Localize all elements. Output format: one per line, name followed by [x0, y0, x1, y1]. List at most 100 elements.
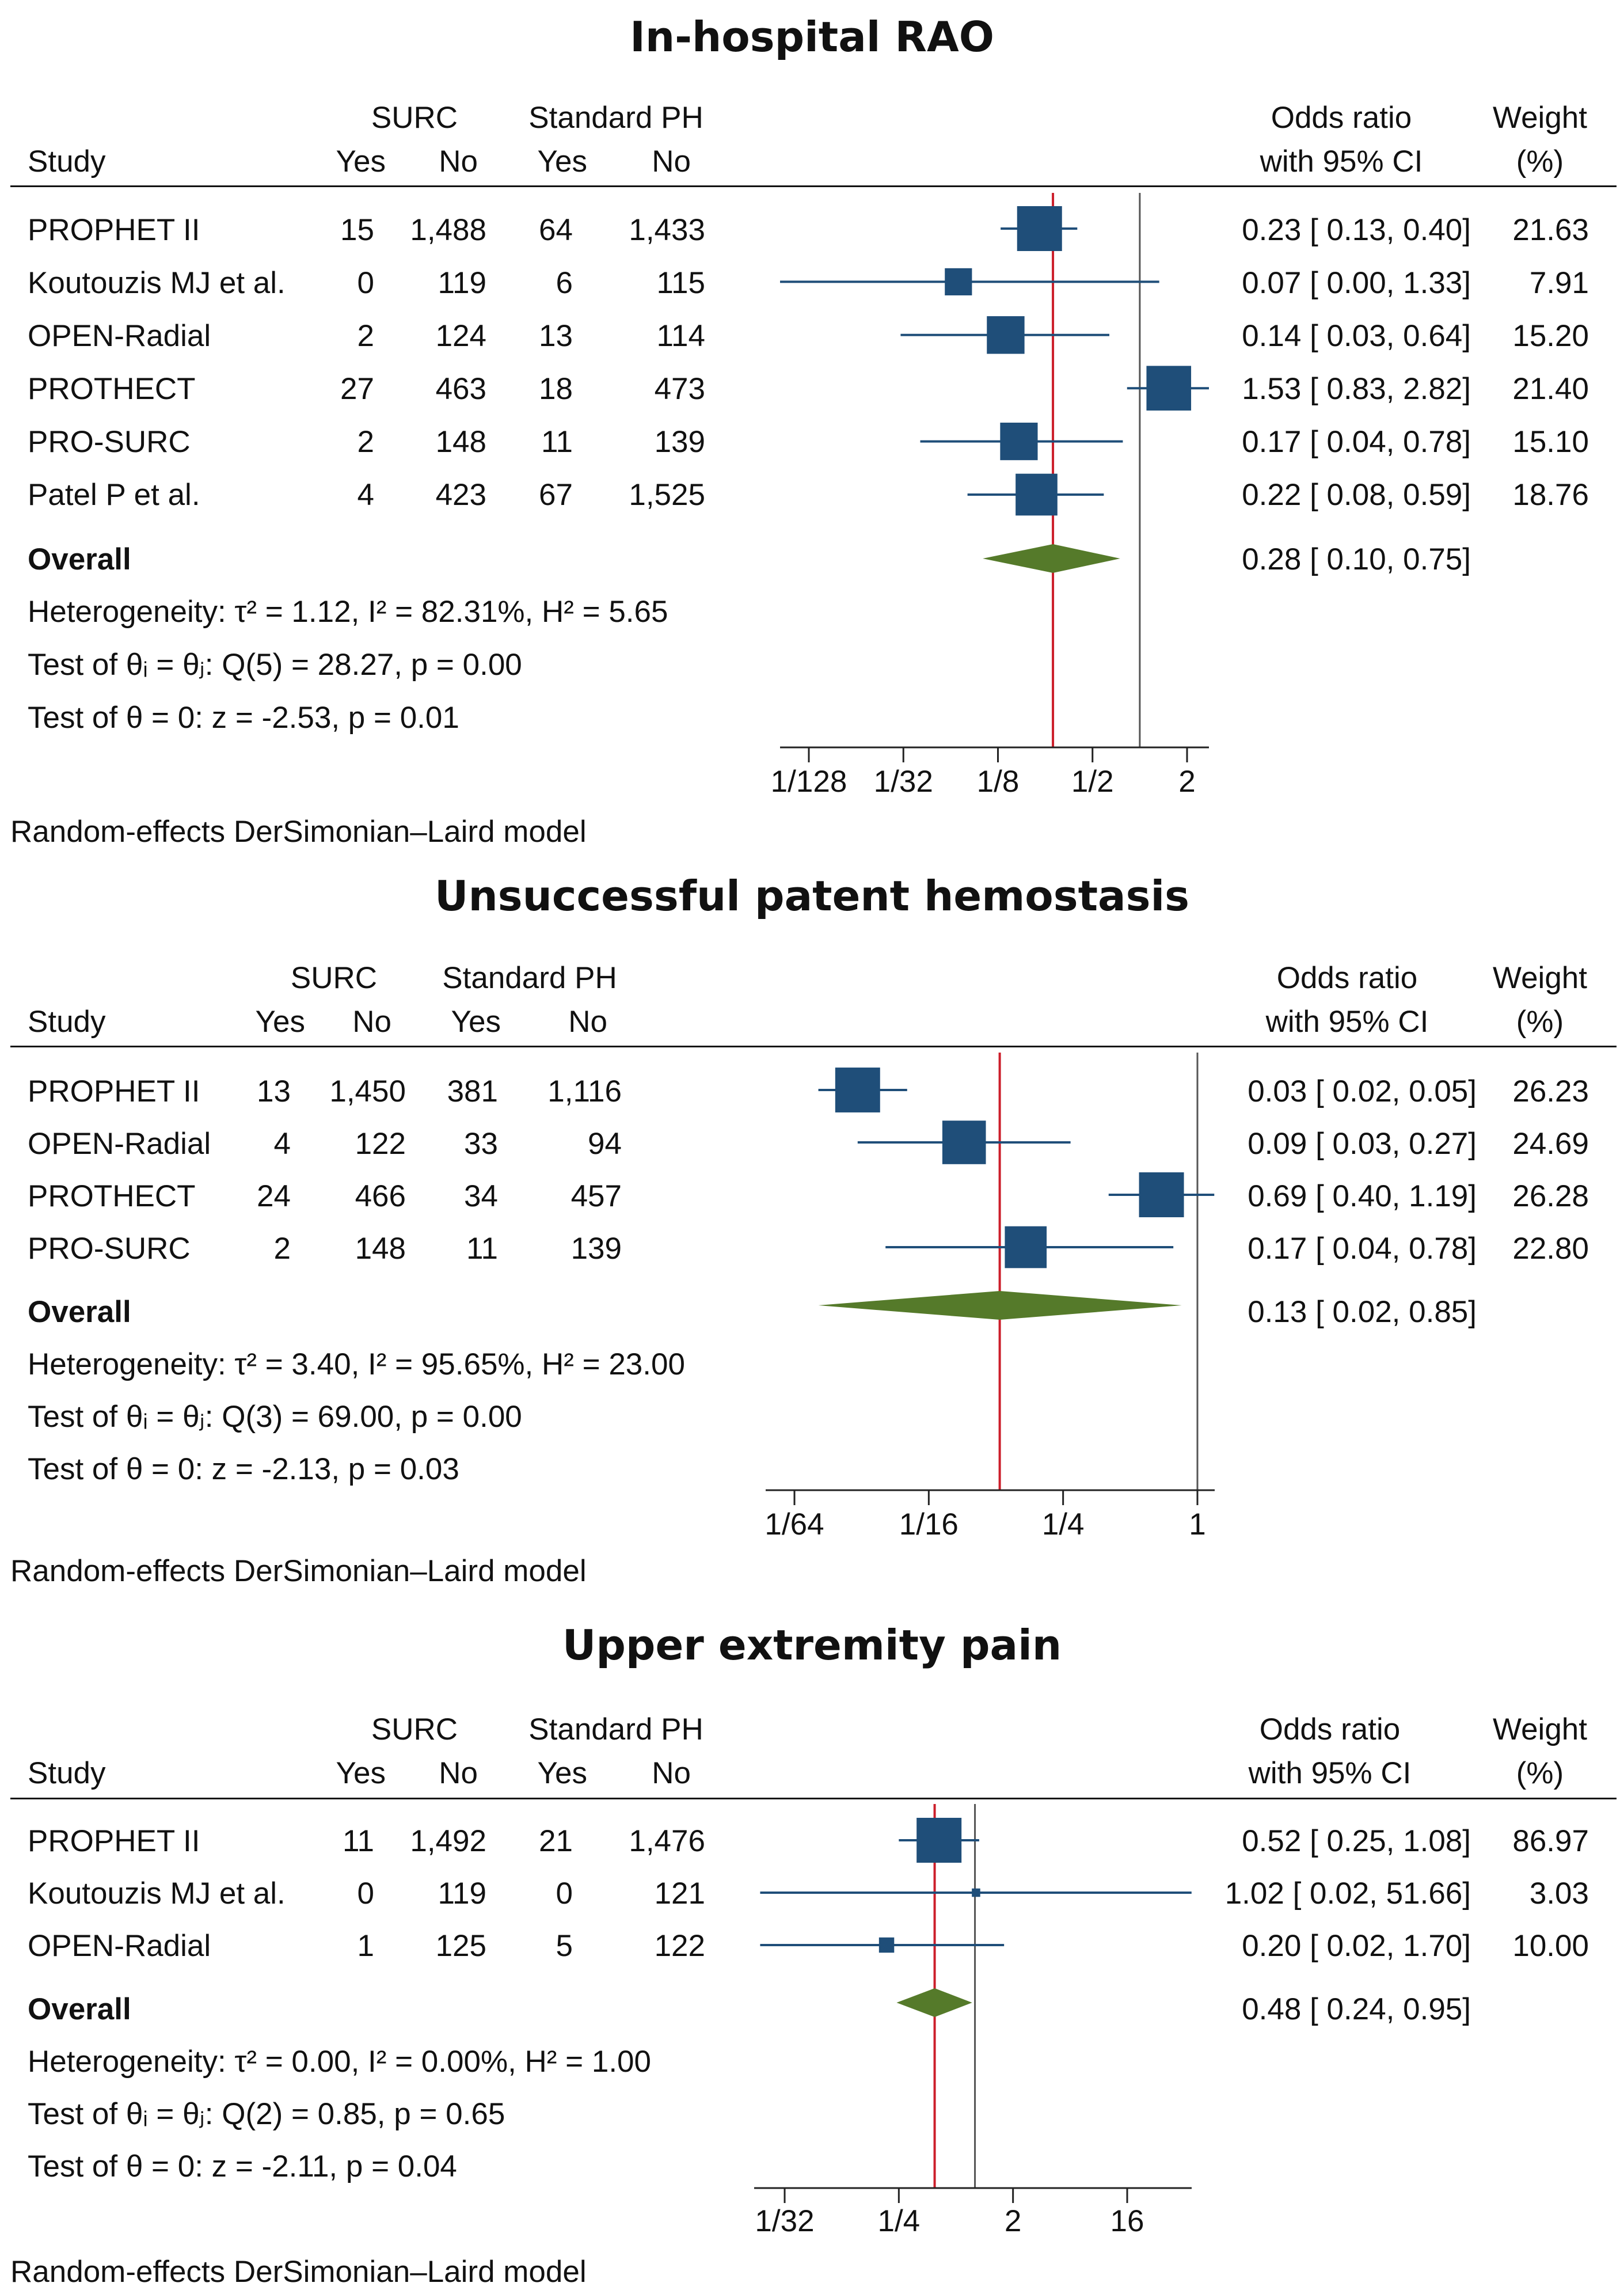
std-yes-value: 64 [539, 213, 573, 247]
overall-ci-text: 0.48 [ 0.24, 0.95] [1242, 1992, 1471, 2026]
or-ci-text: 0.22 [ 0.08, 0.59] [1242, 478, 1471, 512]
x-tick-label: 16 [1110, 2204, 1144, 2238]
surc-yes-value: 24 [257, 1179, 291, 1213]
or-ci-text: 0.09 [ 0.03, 0.27] [1248, 1127, 1477, 1161]
q-test-stats: Test of θᵢ = θⱼ: Q(5) = 28.27, p = 0.00 [28, 648, 522, 682]
std-no-value: 1,116 [547, 1074, 622, 1108]
study-effect-box [1017, 206, 1062, 251]
or-ci-text: 0.23 [ 0.13, 0.40] [1242, 213, 1471, 247]
overall-ci-text: 0.13 [ 0.02, 0.85] [1248, 1295, 1477, 1329]
std-no-value: 457 [571, 1179, 622, 1213]
weight-value: 26.28 [1512, 1179, 1589, 1213]
model-note: Random-effects DerSimonian–Laird model [10, 815, 587, 849]
weight-value: 24.69 [1512, 1127, 1589, 1161]
std-yes-value: 6 [556, 266, 573, 300]
header-with-ci: with 95% CI [1265, 1005, 1429, 1039]
header-std-yes: Yes [537, 145, 587, 178]
header-study: Study [28, 1005, 106, 1039]
or-ci-text: 0.03 [ 0.02, 0.05] [1248, 1074, 1477, 1108]
header-weight-pct: (%) [1516, 145, 1564, 178]
surc-no-value: 125 [435, 1929, 486, 1963]
overall-label: Overall [28, 1295, 131, 1329]
header-std-no: No [652, 1756, 691, 1790]
surc-no-value: 119 [438, 266, 487, 300]
z-test-stats: Test of θ = 0: z = -2.53, p = 0.01 [28, 701, 459, 735]
std-yes-value: 0 [556, 1877, 573, 1911]
panel-title: Unsuccessful patent hemostasis [434, 872, 1189, 920]
heterogeneity-stats: Heterogeneity: τ² = 0.00, I² = 0.00%, H²… [28, 2045, 652, 2079]
surc-no-value: 1,492 [410, 1824, 486, 1858]
header-rule [10, 1046, 1617, 1047]
overall-effect-diamond [896, 1988, 972, 2017]
x-tick-label: 2 [1005, 2204, 1021, 2238]
header-surc-yes: Yes [336, 1756, 386, 1790]
weight-value: 22.80 [1512, 1232, 1589, 1266]
std-no-value: 473 [654, 372, 705, 406]
q-test-stats: Test of θᵢ = θⱼ: Q(2) = 0.85, p = 0.65 [28, 2097, 505, 2131]
std-yes-value: 34 [464, 1179, 498, 1213]
header-weight-pct: (%) [1516, 1005, 1564, 1039]
study-effect-box [1146, 366, 1192, 411]
surc-yes-value: 0 [357, 1877, 374, 1911]
std-yes-value: 18 [539, 372, 573, 406]
std-no-value: 122 [654, 1929, 705, 1963]
study-name: OPEN-Radial [28, 1929, 211, 1963]
study-name: PROTHECT [28, 372, 196, 406]
std-yes-value: 67 [539, 478, 573, 512]
z-test-stats: Test of θ = 0: z = -2.13, p = 0.03 [28, 1452, 459, 1486]
header-with-ci: with 95% CI [1248, 1756, 1412, 1790]
header-std-yes: Yes [451, 1005, 501, 1039]
or-ci-text: 1.02 [ 0.02, 51.66] [1224, 1877, 1471, 1911]
study-effect-box [1000, 423, 1038, 461]
std-no-value: 1,525 [629, 478, 705, 512]
surc-no-value: 423 [435, 478, 486, 512]
header-odds-ratio: Odds ratio [1276, 961, 1418, 995]
model-note: Random-effects DerSimonian–Laird model [10, 2255, 587, 2289]
heterogeneity-stats: Heterogeneity: τ² = 1.12, I² = 82.31%, H… [28, 595, 668, 629]
study-name: PROTHECT [28, 1179, 196, 1213]
surc-yes-value: 1 [357, 1929, 374, 1963]
x-tick-label: 1/32 [755, 2204, 814, 2238]
overall-effect-diamond [983, 544, 1120, 573]
surc-yes-value: 0 [357, 266, 374, 300]
study-effect-box [1005, 1226, 1047, 1268]
surc-no-value: 122 [355, 1127, 406, 1161]
x-tick-label: 1 [1189, 1507, 1205, 1541]
or-ci-text: 1.53 [ 0.83, 2.82] [1242, 372, 1471, 406]
surc-yes-value: 4 [357, 478, 374, 512]
weight-value: 18.76 [1512, 478, 1589, 512]
surc-no-value: 463 [435, 372, 486, 406]
std-yes-value: 381 [447, 1074, 498, 1108]
std-no-value: 139 [571, 1232, 622, 1266]
q-test-stats: Test of θᵢ = θⱼ: Q(3) = 69.00, p = 0.00 [28, 1400, 522, 1434]
or-ci-text: 0.17 [ 0.04, 0.78] [1242, 425, 1471, 459]
overall-ci-text: 0.28 [ 0.10, 0.75] [1242, 542, 1471, 576]
x-tick-label: 1/32 [874, 765, 933, 799]
header-standard-ph: Standard PH [528, 101, 703, 135]
std-yes-value: 5 [556, 1929, 573, 1963]
heterogeneity-stats: Heterogeneity: τ² = 3.40, I² = 95.65%, H… [28, 1347, 685, 1381]
x-tick-label: 1/128 [771, 765, 847, 799]
model-note: Random-effects DerSimonian–Laird model [10, 1554, 587, 1588]
study-name: PROPHET II [28, 213, 200, 247]
header-surc-yes: Yes [336, 145, 386, 178]
std-no-value: 1,476 [629, 1824, 705, 1858]
surc-no-value: 148 [435, 425, 486, 459]
surc-no-value: 1,450 [329, 1074, 406, 1108]
surc-yes-value: 2 [357, 425, 374, 459]
overall-effect-diamond [818, 1291, 1182, 1320]
header-std-no: No [652, 145, 691, 178]
study-effect-box [1016, 473, 1058, 516]
std-yes-value: 11 [541, 425, 573, 459]
weight-value: 86.97 [1512, 1824, 1589, 1858]
header-std-no: No [568, 1005, 607, 1039]
surc-yes-value: 2 [357, 319, 374, 353]
panel-title: In-hospital RAO [630, 13, 994, 61]
header-standard-ph: Standard PH [528, 1712, 703, 1746]
x-tick-label: 1/16 [899, 1507, 959, 1541]
std-no-value: 1,433 [629, 213, 705, 247]
study-name: PRO-SURC [28, 1232, 191, 1266]
x-tick-label: 2 [1178, 765, 1195, 799]
surc-no-value: 119 [438, 1877, 487, 1911]
std-no-value: 139 [654, 425, 705, 459]
